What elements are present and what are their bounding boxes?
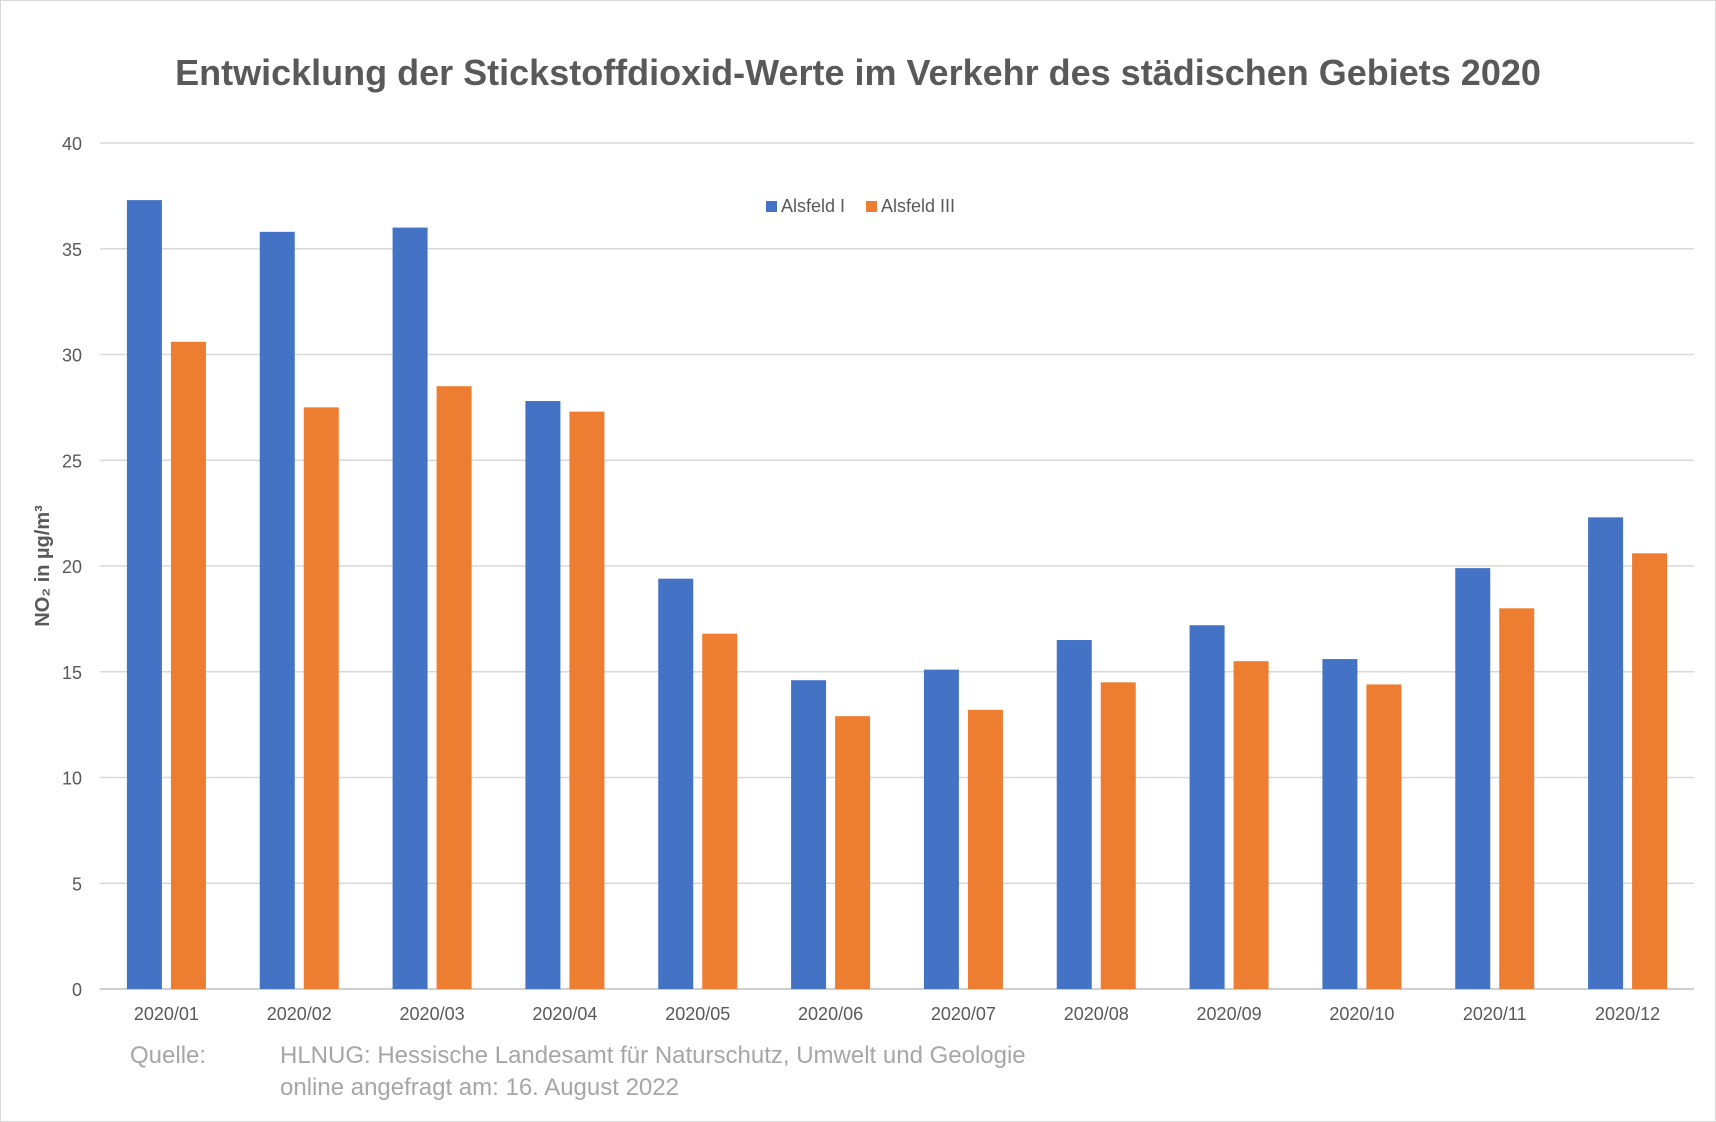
bar-alsfeld-i-12 <box>1588 517 1624 989</box>
y-tick-label: 35 <box>62 240 82 260</box>
x-tick-label: 2020/05 <box>665 1004 730 1024</box>
bar-alsfeld-iii-11 <box>1499 608 1535 989</box>
y-tick-label: 5 <box>72 874 82 894</box>
bar-alsfeld-i-3 <box>392 227 428 990</box>
legend-swatch-alsfeld-i <box>766 201 777 212</box>
bar-alsfeld-iii-5 <box>702 633 738 989</box>
bar-alsfeld-iii-4 <box>569 411 605 990</box>
x-tick-label: 2020/06 <box>798 1004 863 1024</box>
y-tick-label: 40 <box>62 134 82 154</box>
bar-alsfeld-i-8 <box>1056 640 1092 989</box>
bar-alsfeld-i-10 <box>1322 659 1358 989</box>
legend-swatch-alsfeld-iii <box>866 201 877 212</box>
y-tick-label: 0 <box>72 980 82 1000</box>
bar-alsfeld-iii-10 <box>1366 684 1402 989</box>
y-tick-label: 10 <box>62 769 82 789</box>
bar-alsfeld-iii-1 <box>170 341 206 989</box>
bar-alsfeld-iii-12 <box>1632 553 1668 989</box>
source-line-1: HLNUG: Hessische Landesamt für Naturschu… <box>280 1042 1026 1069</box>
x-tick-label: 2020/01 <box>134 1004 199 1024</box>
x-tick-label: 2020/03 <box>400 1004 465 1024</box>
bar-alsfeld-iii-6 <box>835 716 871 989</box>
bar-alsfeld-i-4 <box>525 401 561 989</box>
bar-alsfeld-iii-9 <box>1233 661 1269 989</box>
x-tick-label: 2020/10 <box>1329 1004 1394 1024</box>
bar-alsfeld-i-5 <box>658 578 694 989</box>
bar-alsfeld-i-1 <box>126 200 162 990</box>
chart-title: Entwicklung der Stickstoffdioxid-Werte i… <box>175 52 1541 93</box>
legend-label-alsfeld-iii: Alsfeld III <box>881 196 955 216</box>
x-tick-label: 2020/09 <box>1197 1004 1262 1024</box>
x-tick-label: 2020/02 <box>267 1004 332 1024</box>
x-tick-label: 2020/12 <box>1595 1004 1660 1024</box>
bar-alsfeld-i-6 <box>791 680 827 989</box>
source-line-2: online angefragt am: 16. August 2022 <box>280 1074 679 1101</box>
y-tick-label: 25 <box>62 451 82 471</box>
y-tick-label: 30 <box>62 346 82 366</box>
x-tick-label: 2020/08 <box>1064 1004 1129 1024</box>
bar-alsfeld-i-7 <box>923 669 959 989</box>
legend-label-alsfeld-i: Alsfeld I <box>781 196 845 216</box>
x-tick-label: 2020/11 <box>1463 1004 1527 1024</box>
bar-alsfeld-iii-3 <box>436 386 472 990</box>
y-axis-label: NO₂ in µg/m³ <box>32 505 54 627</box>
source-label: Quelle: <box>130 1042 207 1069</box>
bar-alsfeld-i-9 <box>1189 625 1225 989</box>
bar-alsfeld-iii-7 <box>967 709 1003 989</box>
y-tick-label: 15 <box>62 663 82 683</box>
x-tick-label: 2020/04 <box>532 1004 597 1024</box>
bar-alsfeld-i-2 <box>259 231 295 989</box>
bar-alsfeld-iii-8 <box>1100 682 1136 989</box>
x-tick-label: 2020/07 <box>931 1004 996 1024</box>
y-tick-label: 20 <box>62 557 82 577</box>
bar-alsfeld-i-11 <box>1455 568 1491 989</box>
bar-alsfeld-iii-2 <box>303 407 339 989</box>
